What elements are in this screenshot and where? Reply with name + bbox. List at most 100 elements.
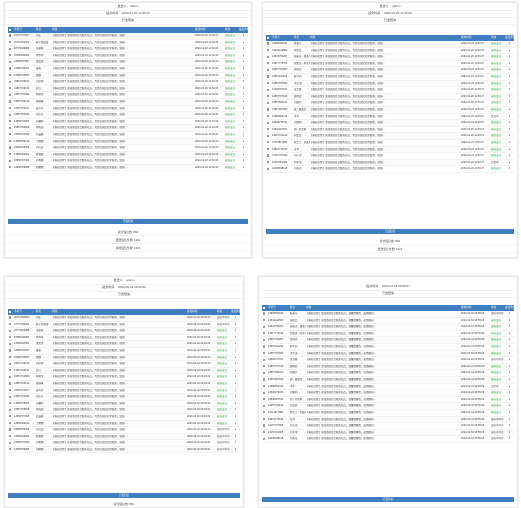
row-checkbox[interactable] [267,42,270,45]
row-checkbox[interactable] [267,101,270,104]
table-row[interactable]: 13857907890 黄 - 胡英杰 【泰和社区】王瑶美因综合服务站点，为您在居民… [266,106,514,114]
table-row[interactable]: 13157707909 刘小达 【泰和社区】王瑶美因综合服务站点，为您在居民社区服务… [266,153,514,160]
table-row[interactable]: 13348938118 刘天龙 【泰和社区】王瑶美因综合服务站点，为您在居民社区服务… [266,166,514,173]
table-row[interactable]: 13807706119 刘江 【泰和社区】王瑶美因综合服务站点，为您在居民社区服务，… [8,85,248,93]
table-row[interactable]: 13958709898 刘丽丽 【泰和社区】王瑶美因综合服务站点，为您在居民社区服务… [8,164,248,172]
row-checkbox[interactable] [267,75,270,78]
table-row[interactable]: 13857907890 黄 - 胡英杰 【泰和社区】王瑶美因综合服务站点，温馨提醒您… [262,376,514,384]
row-checkbox[interactable] [263,371,266,374]
col-content[interactable]: 内容 [52,310,58,313]
table-row[interactable]: 13801773931 吴华 【泰和社区】王瑶美因综合服务站点，温馨提醒您，疫情期间… [262,416,514,424]
col-name[interactable]: 姓名 [36,28,42,31]
row-checkbox[interactable] [9,40,12,44]
row-checkbox[interactable] [9,428,12,431]
select-all-checkbox[interactable] [267,36,270,39]
table-row[interactable]: 15807706152 刘欣然 【泰和社区】王瑶美因综合服务站点，为您在居民社区服务… [8,79,248,86]
table-row[interactable]: 15857703707 黄丹丹 【泰和社区】王瑶美因综合服务站点，为您在居民社区服务… [8,106,248,113]
col-phone[interactable]: 手机号 [272,36,280,39]
table-row[interactable]: 13557011296 程子岩 【泰和社区】王瑶美因综合服务站点，为您在居民社区服务… [266,74,514,81]
table-row[interactable]: 13805306210 丁丽丽 【泰和社区】王瑶美因综合服务站点，为您在居民社区服务… [8,138,248,146]
row-checkbox[interactable] [267,108,270,111]
row-checkbox[interactable] [263,411,266,414]
table-row[interactable]: 13898352931 陈善东 【泰和社区】王瑶美因综合服务站点，为您在居民社区服务… [266,41,514,48]
table-row[interactable]: 13058047857 潘文泽 【泰和社区】王瑶美因综合服务站点，为您在居民社区服务… [8,59,248,66]
row-checkbox[interactable] [267,128,270,131]
table-row[interactable]: 13958709898 刘丽丽 【泰和社区】王瑶美因综合服务站点，为您在居民社区服务… [8,446,240,454]
table-row[interactable]: 13157707909 刘小达 【泰和社区】王瑶美因综合服务站点，温馨提醒您，疫情期… [262,423,514,430]
row-checkbox[interactable] [263,351,266,355]
table-row[interactable]: 18779002888 吴桥群 【泰和社区】王瑶美因综合服务站点，为您在居民社区服务… [8,328,240,335]
table-row[interactable]: 13898352931 陈善东 【泰和社区】王瑶美因综合服务站点，温馨提醒您，疫情期… [262,311,514,318]
col-time[interactable]: 提交时间 [195,28,206,31]
col-time[interactable]: 提交时间 [461,306,472,309]
table-row[interactable]: 13958822336 李华 【泰和社区】王瑶美因综合服务站点，温馨提醒您，疫情期间… [262,384,514,391]
table-row[interactable]: 13801773931 吴华 【泰和社区】王瑶美因综合服务站点，为您在居民社区服务，… [266,146,514,154]
row-checkbox[interactable] [267,161,270,164]
col-count[interactable]: 发送条数 [239,28,248,31]
table-row[interactable]: 13807706119 刘江 【泰和社区】王瑶美因综合服务站点，为您在居民社区服务，… [8,367,240,375]
table-row[interactable]: 13557011296 程子岩 【泰和社区】王瑶美因综合服务站点，温馨提醒您，疫情期… [262,344,514,351]
table-row[interactable]: 13857707916 黄明武 【泰和社区】王瑶美因综合服务站点，温馨提醒您，疫情期… [262,363,514,371]
row-checkbox[interactable] [267,154,270,157]
table-row[interactable]: 13958707906 刘云峰 【泰和社区】王瑶美因综合服务站点，为您在居民社区服务… [8,132,248,139]
row-checkbox[interactable] [9,60,12,63]
row-checkbox[interactable] [263,312,266,315]
table-row[interactable]: 13057700109 刘孟武 【泰和社区】王瑶美因综合服务站点，为您在居民社区服务… [266,133,514,140]
row-checkbox[interactable] [263,358,266,361]
table-row[interactable]: 16558030980 郭华亭 【泰和社区】王瑶美因综合服务站点，为您在居民社区服务… [8,53,248,60]
row-checkbox[interactable] [267,141,270,144]
row-checkbox[interactable] [9,54,12,57]
table-row[interactable]: 13857706110 张映豪 【泰和社区】王瑶美因综合服务站点，为您在居民社区服务… [8,380,240,388]
table-row[interactable]: 15857705608 郭海达 【泰和社区】王瑶美因综合服务站点，为您在居民社区服务… [8,407,240,414]
col-status[interactable]: 状态 [217,310,223,313]
submit-button[interactable]: 已发短信 [262,497,514,502]
col-phone[interactable]: 手机号 [14,28,22,31]
row-checkbox[interactable] [9,159,12,162]
row-checkbox[interactable] [267,134,270,137]
row-checkbox[interactable] [9,153,12,156]
row-checkbox[interactable] [9,415,12,418]
col-count[interactable]: 发送条数 [505,36,514,39]
select-all-checkbox[interactable] [9,28,12,31]
row-checkbox[interactable] [9,100,12,103]
row-checkbox[interactable] [9,93,12,96]
submit-button[interactable]: 已发短信 [266,229,514,234]
table-row[interactable]: 13858703806 刘耀莉 【泰和社区】王瑶美因综合服务站点，为您在居民社区服务… [8,401,240,408]
table-row[interactable]: 13058047857 潘文泽 【泰和社区】王瑶美因综合服务站点，为您在居民社区服务… [8,341,240,348]
row-checkbox[interactable] [9,395,12,398]
row-checkbox[interactable] [9,67,12,70]
table-row[interactable]: 13906707917 沈力雅 【泰和社区】王瑶美因综合服务站点，温馨提醒您，疫情期… [262,357,514,364]
row-checkbox[interactable] [9,435,12,438]
table-row[interactable]: 15757545900 刘宏 【泰和社区】王瑶美因综合服务站点，为您在居民社区服务，… [8,315,240,322]
row-checkbox[interactable] [263,345,266,348]
row-checkbox[interactable] [263,338,266,341]
row-checkbox[interactable] [9,322,12,326]
row-checkbox[interactable] [267,68,270,71]
table-row[interactable]: 15857703880 陈刚莹 【泰和社区】王瑶美因综合服务站点，为您在居民社区服务… [8,92,248,99]
table-row[interactable]: 13985700907 童振 【泰和社区】王瑶美因综合服务站点，为您在居民社区服务，… [8,348,240,355]
row-checkbox[interactable] [9,362,12,365]
row-checkbox[interactable] [267,55,270,58]
table-row[interactable]: 13843756207 谢长奇 - 胡玉华 【泰和社区】王瑶美因综合服务站点，为您在… [266,54,514,61]
row-checkbox[interactable] [9,126,12,129]
table-row[interactable]: 13985700907 童振 【泰和社区】王瑶美因综合服务站点，为您在居民社区服务，… [8,66,248,73]
table-row[interactable]: 15588705957 胡静 【泰和社区】王瑶美因综合服务站点，为您在居民社区服务，… [8,72,248,80]
row-checkbox[interactable] [267,81,270,85]
row-checkbox[interactable] [9,408,12,411]
row-checkbox[interactable] [9,382,12,385]
row-checkbox[interactable] [263,378,266,381]
table-row[interactable]: 13917778706 胡青良 - 陈冬玉 【泰和社区】王瑶美因综合服务站点，为您在… [266,61,514,68]
table-row[interactable]: 13114817880 程之江 - 刘乾坤 【泰和社区】王瑶美因综合服务站点，温馨提… [262,410,514,417]
col-status[interactable]: 状态 [225,28,231,31]
table-row[interactable]: 13857707802 李宗涛 【泰和社区】王瑶美因综合服务站点，温馨提醒您，疫情期… [262,350,514,358]
table-row[interactable]: 13917778706 胡青良 - 陈冬玉 【泰和社区】王瑶美因综合服务站点，温馨提… [262,331,514,338]
table-row[interactable]: 13857707916 黄明武 【泰和社区】王瑶美因综合服务站点，为您在居民社区服务… [266,93,514,101]
table-row[interactable]: 13957700957 郭涛亮 【泰和社区】王瑶美因综合服务站点，温馨提醒您，疫情期… [262,337,514,344]
row-checkbox[interactable] [9,133,12,136]
row-checkbox[interactable] [9,369,12,372]
table-row[interactable]: 13842416800 谢美芸 【泰和社区】王瑶美因综合服务站点，温馨提醒您，疫情期… [262,318,514,325]
table-row[interactable]: 15757466060 韩小胡说客 【泰和社区】王瑶美因综合服务站点，为您在居民社区… [8,322,240,329]
table-row[interactable]: 13957700957 郭涛亮 【泰和社区】王瑶美因综合服务站点，为您在居民社区服务… [266,67,514,74]
table-row[interactable]: 13857707802 李宗涛 【泰和社区】王瑶美因综合服务站点，为您在居民社区服务… [266,80,514,88]
row-checkbox[interactable] [9,329,12,332]
